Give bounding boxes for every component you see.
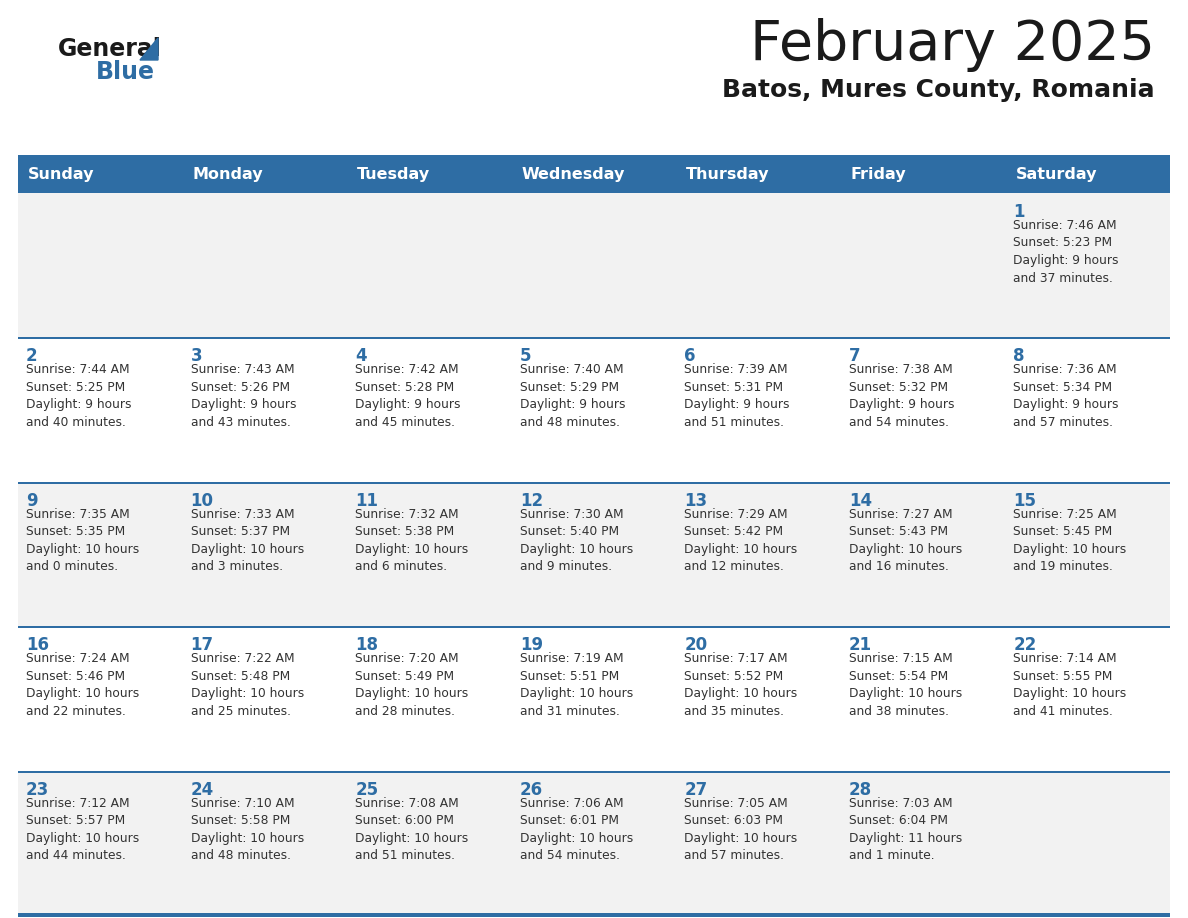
Text: Sunrise: 7:22 AM
Sunset: 5:48 PM
Daylight: 10 hours
and 25 minutes.: Sunrise: 7:22 AM Sunset: 5:48 PM Dayligh… xyxy=(190,652,304,718)
Text: 18: 18 xyxy=(355,636,378,655)
Text: Sunrise: 7:35 AM
Sunset: 5:35 PM
Daylight: 10 hours
and 0 minutes.: Sunrise: 7:35 AM Sunset: 5:35 PM Dayligh… xyxy=(26,508,139,574)
Text: Sunrise: 7:03 AM
Sunset: 6:04 PM
Daylight: 11 hours
and 1 minute.: Sunrise: 7:03 AM Sunset: 6:04 PM Dayligh… xyxy=(849,797,962,862)
Text: 22: 22 xyxy=(1013,636,1037,655)
Text: 12: 12 xyxy=(519,492,543,509)
Polygon shape xyxy=(140,38,158,60)
Text: 27: 27 xyxy=(684,780,708,799)
Text: Sunrise: 7:33 AM
Sunset: 5:37 PM
Daylight: 10 hours
and 3 minutes.: Sunrise: 7:33 AM Sunset: 5:37 PM Dayligh… xyxy=(190,508,304,574)
Text: Sunrise: 7:08 AM
Sunset: 6:00 PM
Daylight: 10 hours
and 51 minutes.: Sunrise: 7:08 AM Sunset: 6:00 PM Dayligh… xyxy=(355,797,468,862)
Text: Sunrise: 7:44 AM
Sunset: 5:25 PM
Daylight: 9 hours
and 40 minutes.: Sunrise: 7:44 AM Sunset: 5:25 PM Dayligh… xyxy=(26,364,132,429)
Bar xyxy=(18,338,1170,340)
Text: 11: 11 xyxy=(355,492,378,509)
Text: Sunrise: 7:32 AM
Sunset: 5:38 PM
Daylight: 10 hours
and 6 minutes.: Sunrise: 7:32 AM Sunset: 5:38 PM Dayligh… xyxy=(355,508,468,574)
Bar xyxy=(18,626,1170,628)
Bar xyxy=(18,913,1170,915)
Text: 28: 28 xyxy=(849,780,872,799)
Text: 19: 19 xyxy=(519,636,543,655)
Text: Sunrise: 7:12 AM
Sunset: 5:57 PM
Daylight: 10 hours
and 44 minutes.: Sunrise: 7:12 AM Sunset: 5:57 PM Dayligh… xyxy=(26,797,139,862)
Text: Sunrise: 7:06 AM
Sunset: 6:01 PM
Daylight: 10 hours
and 54 minutes.: Sunrise: 7:06 AM Sunset: 6:01 PM Dayligh… xyxy=(519,797,633,862)
Text: 3: 3 xyxy=(190,347,202,365)
Text: 5: 5 xyxy=(519,347,531,365)
Text: Sunrise: 7:27 AM
Sunset: 5:43 PM
Daylight: 10 hours
and 16 minutes.: Sunrise: 7:27 AM Sunset: 5:43 PM Dayligh… xyxy=(849,508,962,574)
Text: 16: 16 xyxy=(26,636,49,655)
Text: 9: 9 xyxy=(26,492,38,509)
Text: Sunrise: 7:46 AM
Sunset: 5:23 PM
Daylight: 9 hours
and 37 minutes.: Sunrise: 7:46 AM Sunset: 5:23 PM Dayligh… xyxy=(1013,219,1119,285)
Text: Wednesday: Wednesday xyxy=(522,166,625,182)
Text: Sunrise: 7:25 AM
Sunset: 5:45 PM
Daylight: 10 hours
and 19 minutes.: Sunrise: 7:25 AM Sunset: 5:45 PM Dayligh… xyxy=(1013,508,1126,574)
Text: Sunrise: 7:30 AM
Sunset: 5:40 PM
Daylight: 10 hours
and 9 minutes.: Sunrise: 7:30 AM Sunset: 5:40 PM Dayligh… xyxy=(519,508,633,574)
Text: Monday: Monday xyxy=(192,166,264,182)
Text: 17: 17 xyxy=(190,636,214,655)
Text: Sunrise: 7:39 AM
Sunset: 5:31 PM
Daylight: 9 hours
and 51 minutes.: Sunrise: 7:39 AM Sunset: 5:31 PM Dayligh… xyxy=(684,364,790,429)
Bar xyxy=(18,155,1170,157)
Text: 13: 13 xyxy=(684,492,707,509)
Bar xyxy=(18,155,1170,193)
Text: Saturday: Saturday xyxy=(1016,166,1097,182)
Text: 10: 10 xyxy=(190,492,214,509)
Text: Sunrise: 7:40 AM
Sunset: 5:29 PM
Daylight: 9 hours
and 48 minutes.: Sunrise: 7:40 AM Sunset: 5:29 PM Dayligh… xyxy=(519,364,625,429)
Bar xyxy=(18,193,1170,338)
Text: 2: 2 xyxy=(26,347,38,365)
Text: Sunrise: 7:15 AM
Sunset: 5:54 PM
Daylight: 10 hours
and 38 minutes.: Sunrise: 7:15 AM Sunset: 5:54 PM Dayligh… xyxy=(849,652,962,718)
Bar xyxy=(18,482,1170,626)
Text: Sunrise: 7:14 AM
Sunset: 5:55 PM
Daylight: 10 hours
and 41 minutes.: Sunrise: 7:14 AM Sunset: 5:55 PM Dayligh… xyxy=(1013,652,1126,718)
Bar xyxy=(18,482,1170,484)
Text: Sunday: Sunday xyxy=(29,166,95,182)
Text: Friday: Friday xyxy=(851,166,906,182)
Text: Sunrise: 7:42 AM
Sunset: 5:28 PM
Daylight: 9 hours
and 45 minutes.: Sunrise: 7:42 AM Sunset: 5:28 PM Dayligh… xyxy=(355,364,461,429)
Text: Sunrise: 7:20 AM
Sunset: 5:49 PM
Daylight: 10 hours
and 28 minutes.: Sunrise: 7:20 AM Sunset: 5:49 PM Dayligh… xyxy=(355,652,468,718)
Text: Thursday: Thursday xyxy=(687,166,770,182)
Text: Sunrise: 7:38 AM
Sunset: 5:32 PM
Daylight: 9 hours
and 54 minutes.: Sunrise: 7:38 AM Sunset: 5:32 PM Dayligh… xyxy=(849,364,954,429)
Text: 1: 1 xyxy=(1013,203,1025,221)
Text: 15: 15 xyxy=(1013,492,1036,509)
Text: 26: 26 xyxy=(519,780,543,799)
Text: Sunrise: 7:19 AM
Sunset: 5:51 PM
Daylight: 10 hours
and 31 minutes.: Sunrise: 7:19 AM Sunset: 5:51 PM Dayligh… xyxy=(519,652,633,718)
Text: February 2025: February 2025 xyxy=(750,18,1155,72)
Text: 4: 4 xyxy=(355,347,367,365)
Text: 23: 23 xyxy=(26,780,49,799)
Text: Sunrise: 7:43 AM
Sunset: 5:26 PM
Daylight: 9 hours
and 43 minutes.: Sunrise: 7:43 AM Sunset: 5:26 PM Dayligh… xyxy=(190,364,296,429)
Text: 20: 20 xyxy=(684,636,707,655)
Text: 21: 21 xyxy=(849,636,872,655)
Text: Sunrise: 7:36 AM
Sunset: 5:34 PM
Daylight: 9 hours
and 57 minutes.: Sunrise: 7:36 AM Sunset: 5:34 PM Dayligh… xyxy=(1013,364,1119,429)
Bar xyxy=(18,626,1170,770)
Text: Tuesday: Tuesday xyxy=(358,166,430,182)
Text: Sunrise: 7:17 AM
Sunset: 5:52 PM
Daylight: 10 hours
and 35 minutes.: Sunrise: 7:17 AM Sunset: 5:52 PM Dayligh… xyxy=(684,652,797,718)
Text: Blue: Blue xyxy=(96,60,154,84)
Text: 24: 24 xyxy=(190,780,214,799)
Text: Sunrise: 7:24 AM
Sunset: 5:46 PM
Daylight: 10 hours
and 22 minutes.: Sunrise: 7:24 AM Sunset: 5:46 PM Dayligh… xyxy=(26,652,139,718)
Text: Sunrise: 7:05 AM
Sunset: 6:03 PM
Daylight: 10 hours
and 57 minutes.: Sunrise: 7:05 AM Sunset: 6:03 PM Dayligh… xyxy=(684,797,797,862)
Text: Sunrise: 7:10 AM
Sunset: 5:58 PM
Daylight: 10 hours
and 48 minutes.: Sunrise: 7:10 AM Sunset: 5:58 PM Dayligh… xyxy=(190,797,304,862)
Text: Sunrise: 7:29 AM
Sunset: 5:42 PM
Daylight: 10 hours
and 12 minutes.: Sunrise: 7:29 AM Sunset: 5:42 PM Dayligh… xyxy=(684,508,797,574)
Text: 14: 14 xyxy=(849,492,872,509)
Text: 6: 6 xyxy=(684,347,696,365)
Bar xyxy=(18,915,1170,917)
Bar xyxy=(18,770,1170,915)
Text: 7: 7 xyxy=(849,347,860,365)
Text: General: General xyxy=(58,37,162,61)
Text: 8: 8 xyxy=(1013,347,1025,365)
Bar xyxy=(18,338,1170,482)
Bar xyxy=(18,770,1170,773)
Text: 25: 25 xyxy=(355,780,378,799)
Text: Batos, Mures County, Romania: Batos, Mures County, Romania xyxy=(722,78,1155,102)
